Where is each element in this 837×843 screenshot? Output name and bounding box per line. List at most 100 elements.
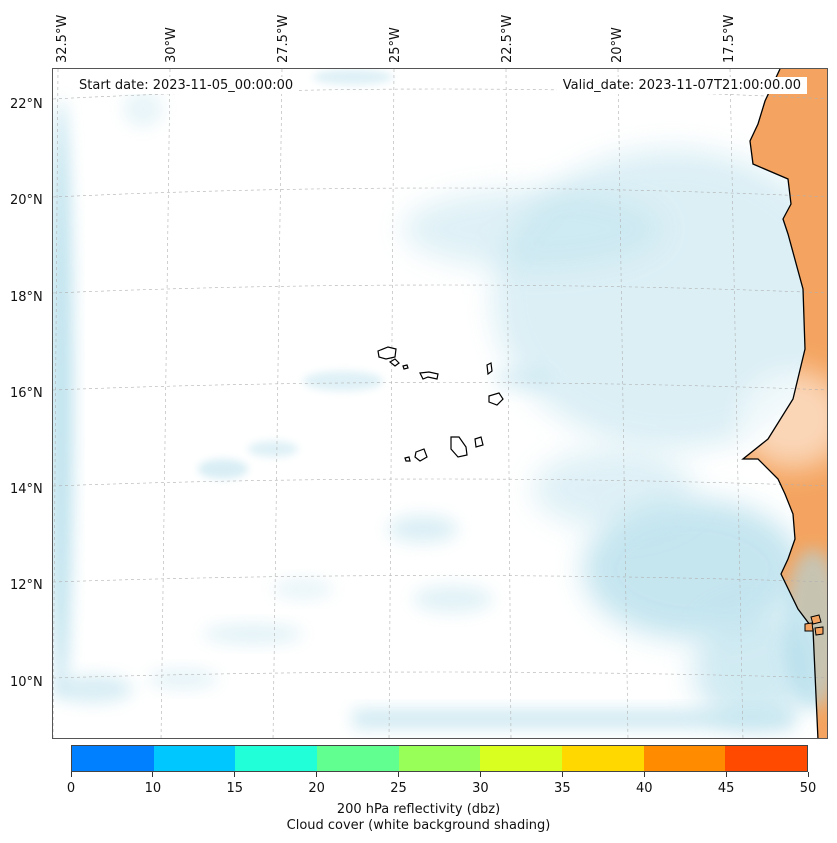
valid-date-label: Valid_date: 2023-11-07T21:00:00.00	[556, 77, 807, 94]
map-canvas	[53, 69, 827, 738]
land-shading	[738, 69, 827, 738]
colorbar-tick-label: 30	[472, 781, 489, 796]
island-boa-vista	[488, 392, 504, 406]
cloud-patch	[388, 515, 458, 543]
cloud-patch	[583, 499, 803, 639]
lat-gridline	[53, 88, 827, 100]
colorbar-tick-mark	[398, 772, 400, 777]
island-sao-nicolau	[419, 371, 439, 380]
cloud-patch	[493, 367, 553, 391]
lon-gridline	[53, 69, 59, 738]
colorbar-segment	[153, 746, 236, 771]
lon-label: 17.5°W	[722, 14, 737, 63]
cloud-patch	[693, 609, 813, 729]
map-panel: Start date: 2023-11-05_00:00:00 Valid_da…	[52, 68, 828, 739]
cabo-verde-islands	[377, 346, 504, 462]
colorbar-tick-mark	[152, 772, 154, 777]
lon-gridline	[617, 69, 629, 738]
coastal-island	[814, 626, 824, 636]
island-maio	[474, 436, 484, 448]
lat-gridline	[53, 284, 827, 294]
colorbar-tick-label: 10	[144, 781, 162, 796]
coastal-cloud-overlay	[738, 369, 827, 469]
colorbar-segment	[235, 746, 318, 771]
lat-gridline	[53, 575, 827, 583]
africa-coastline	[741, 69, 819, 738]
lat-label: 16°N	[10, 386, 43, 401]
colorbar-tick-mark	[807, 772, 809, 777]
island-santo-antao	[377, 346, 397, 360]
colorbar-segment	[317, 746, 399, 771]
colorbar-tick-mark	[561, 772, 563, 777]
island-brava	[404, 456, 411, 462]
cloud-patch	[303, 371, 383, 391]
cloud-cover-shading	[53, 69, 827, 729]
colorbar-tick-label: 0	[66, 781, 76, 796]
cloud-patch	[203, 624, 303, 644]
colorbar-tick-label: 35	[554, 781, 571, 796]
colorbar-segment	[398, 746, 481, 771]
colorbar-segment	[643, 746, 726, 771]
lat-gridline	[53, 187, 827, 198]
cloud-patch	[198, 459, 248, 479]
lat-gridline	[53, 478, 827, 487]
lat-label: 18°N	[10, 290, 43, 305]
colorbar-subtitle: Cloud cover (white background shading)	[286, 818, 551, 833]
cloud-patch	[273, 579, 333, 599]
cloud-patch	[533, 449, 693, 529]
colorbar-segment	[480, 746, 563, 771]
lon-gridline	[272, 69, 283, 738]
lon-label: 20°W	[610, 27, 625, 63]
lon-label: 30°W	[164, 27, 179, 63]
colorbar-tick-mark	[316, 772, 318, 777]
lat-label: 10°N	[10, 675, 43, 690]
colorbar-tick-label: 45	[717, 781, 735, 796]
graticule	[53, 69, 827, 738]
coastal-island	[810, 614, 822, 625]
colorbar-tick-label: 15	[226, 781, 244, 796]
lon-gridline	[729, 69, 744, 738]
cloud-patch	[313, 69, 393, 85]
lon-gridline	[388, 69, 395, 738]
lat-label: 14°N	[10, 482, 43, 497]
colorbar-tick-label: 25	[390, 781, 407, 796]
island-sal	[486, 362, 493, 376]
cloud-patch	[53, 675, 133, 703]
colorbar-tick-label: 40	[635, 781, 653, 796]
lon-label: 22.5°W	[500, 14, 515, 63]
cloud-patch	[248, 441, 298, 457]
cloud-patch	[53, 99, 73, 699]
lon-label: 27.5°W	[276, 14, 291, 63]
cloud-band	[353, 709, 793, 729]
coastal-island	[804, 622, 814, 632]
colorbar-tick-mark	[643, 772, 645, 777]
lat-gridline	[53, 382, 827, 391]
lat-label: 12°N	[10, 578, 43, 593]
colorbar-segment	[562, 746, 644, 771]
lat-label: 20°N	[10, 193, 43, 208]
colorbar-tick-label: 20	[308, 781, 325, 796]
lon-label: 25°W	[388, 27, 403, 63]
lon-gridline	[160, 69, 171, 738]
lat-label: 22°N	[10, 97, 43, 112]
colorbar-tick-mark	[725, 772, 727, 777]
colorbar-segment	[72, 746, 154, 771]
lon-label: 32.5°W	[55, 14, 70, 63]
island-santa-luzia	[402, 364, 409, 370]
island-fogo	[414, 448, 428, 462]
colorbar-tick-label: 50	[799, 781, 817, 796]
colorbar-segment	[725, 746, 808, 771]
cloud-patch	[403, 189, 663, 269]
colorbar-tick-mark	[234, 772, 236, 777]
island-santiago	[450, 436, 468, 458]
cloud-patch	[123, 91, 163, 127]
guinea-bissau-islands	[804, 614, 824, 636]
lat-gridline	[53, 671, 827, 679]
reflectivity-colorbar	[71, 745, 808, 772]
colorbar-tick-mark	[70, 772, 72, 777]
start-date-label: Start date: 2023-11-05_00:00:00	[73, 77, 300, 94]
cloud-patch	[148, 669, 218, 689]
colorbar-tick-mark	[479, 772, 481, 777]
cloud-patch	[413, 585, 493, 613]
colorbar-title: 200 hPa reflectivity (dbz)	[336, 802, 501, 817]
